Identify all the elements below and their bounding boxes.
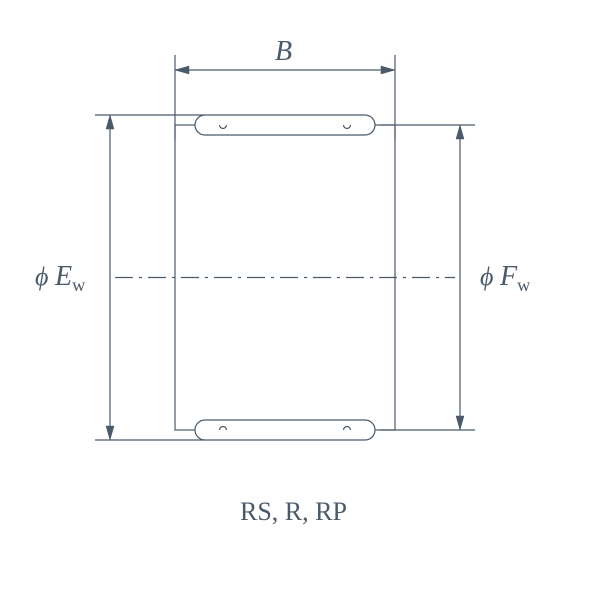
caption: RS, R, RP <box>240 497 347 526</box>
bearing-diagram: Bϕ Ewϕ FwRS, R, RP <box>0 0 600 600</box>
dim-b-label: B <box>275 36 292 67</box>
